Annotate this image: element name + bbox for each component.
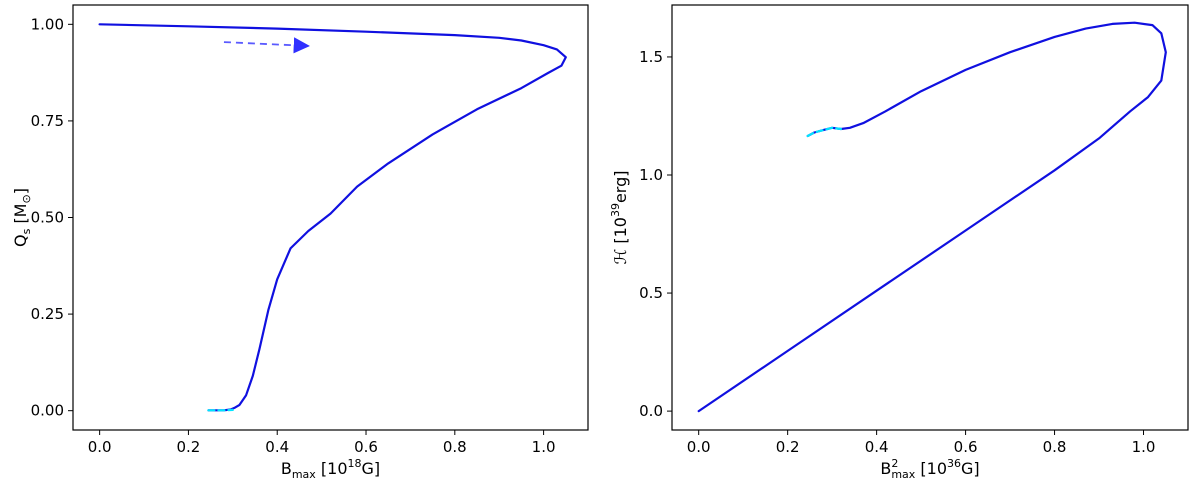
- x-tick-label: 0.2: [177, 438, 201, 456]
- y-tick-label: 0.0: [639, 402, 663, 420]
- y-tick-label: 0.00: [31, 402, 64, 420]
- direction-arrow: [223, 37, 310, 54]
- left-chart: 0.0 0.2 0.4 0.6 0.8 1.0 0.00 0.25 0.50 0.75 1.00 Bm…: [11, 4, 589, 481]
- y-tick-label: 1.5: [639, 48, 663, 66]
- x-tick-label: 1.0: [532, 438, 556, 456]
- x-tick-label: 0.4: [265, 438, 289, 456]
- y-axis-label: ℋ [1039erg]: [609, 170, 630, 264]
- x-tick-label: 0.2: [776, 438, 800, 456]
- x-tick-label: 0.6: [954, 438, 978, 456]
- series-line-solid: [98, 23, 567, 412]
- y-tick-label: 0.25: [31, 305, 64, 323]
- x-tick-label: 0.4: [865, 438, 889, 456]
- x-tick-label: 0.0: [88, 438, 112, 456]
- plot-frame: [671, 4, 1189, 431]
- y-tick-label: 1.0: [639, 166, 663, 184]
- y-tick-label: 1.00: [31, 15, 64, 33]
- y-tick-label: 0.50: [31, 209, 64, 227]
- x-axis-label: Bmax [1018G]: [281, 457, 380, 481]
- y-tick-label: 0.75: [31, 112, 64, 130]
- left-chart-panel: 0.0 0.2 0.4 0.6 0.8 1.0 0.00 0.25 0.50 0.75 1.00 Bm…: [11, 4, 589, 481]
- x-tick-label: 1.0: [1132, 438, 1156, 456]
- x-tick-label: 0.0: [687, 438, 711, 456]
- y-tick-label: 0.5: [639, 284, 663, 302]
- series-line-solid: [697, 21, 1167, 413]
- x-tick-label: 0.6: [354, 438, 378, 456]
- x-axis-label: B2 max [1036G]: [880, 457, 979, 481]
- plot-frame: [72, 4, 589, 431]
- y-axis-label: Qs [M⊙]: [11, 188, 33, 247]
- x-tick-label: 0.8: [1043, 438, 1067, 456]
- series-line-dashed: [806, 126, 843, 138]
- x-tick-label: 0.8: [443, 438, 467, 456]
- right-chart-panel: 0.0 0.2 0.4 0.6 0.8 1.0 0.0 0.5 1.0 1.5 B2 max [103…: [600, 0, 1200, 485]
- right-chart: 0.0 0.2 0.4 0.6 0.8 1.0 0.0 0.5 1.0 1.5 B2 max [103…: [609, 4, 1189, 481]
